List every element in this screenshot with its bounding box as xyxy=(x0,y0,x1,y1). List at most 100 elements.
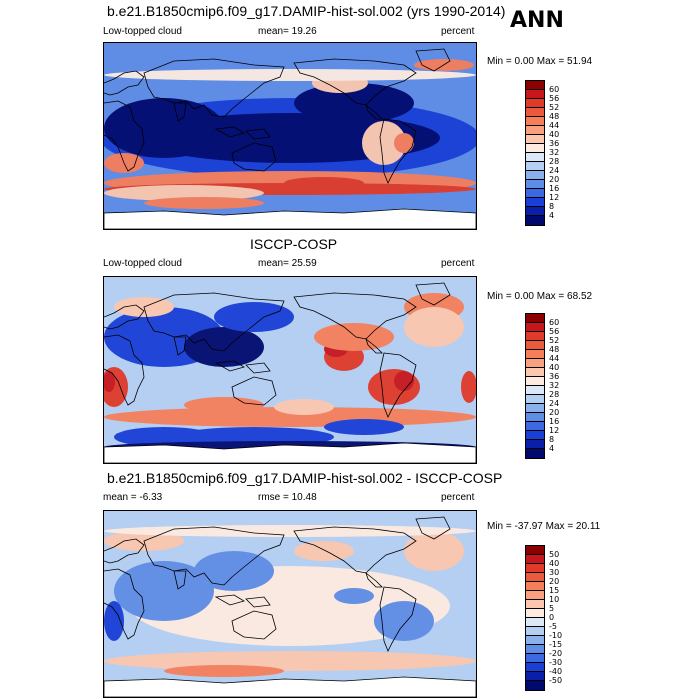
colorbar-swatch xyxy=(526,341,544,350)
colorbar-swatch xyxy=(526,672,544,681)
colorbar-tick-label: 15 xyxy=(549,586,560,595)
colorbar-swatch xyxy=(526,449,544,458)
colorbar-swatch xyxy=(526,198,544,207)
colorbar-swatch xyxy=(526,117,544,126)
colorbar-tick-label: 5 xyxy=(549,604,555,613)
colorbar-swatch xyxy=(526,171,544,180)
colorbar-swatch xyxy=(526,395,544,404)
colorbar-tick-label: 36 xyxy=(549,139,560,148)
colorbar-swatch xyxy=(526,368,544,377)
colorbar-tick-label: 28 xyxy=(549,157,560,166)
panel-2-units: percent xyxy=(441,258,475,269)
colorbar-swatch xyxy=(526,332,544,341)
colorbar-tick-label: 60 xyxy=(549,318,560,327)
colorbar-swatch xyxy=(526,99,544,108)
colorbar-tick-label: 30 xyxy=(549,568,560,577)
colorbar-swatch xyxy=(526,216,544,225)
colorbar-swatch xyxy=(526,350,544,359)
colorbar-swatch xyxy=(526,153,544,162)
colorbar-swatch xyxy=(526,555,544,564)
colorbar-tick-label: -5 xyxy=(549,622,557,631)
panel-1-colorbar xyxy=(525,80,545,226)
colorbar-tick-label: 0 xyxy=(549,613,555,622)
colorbar-tick-label: 24 xyxy=(549,166,560,175)
colorbar-tick-label: -10 xyxy=(549,631,563,640)
colorbar-swatch xyxy=(526,440,544,449)
colorbar-swatch xyxy=(526,386,544,395)
colorbar-tick-label: 16 xyxy=(549,417,560,426)
colorbar-tick-label: 32 xyxy=(549,381,560,390)
colorbar-tick-label: -20 xyxy=(549,649,563,658)
colorbar-swatch xyxy=(526,591,544,600)
colorbar-swatch xyxy=(526,207,544,216)
panel-2-variable-label: Low-topped cloud xyxy=(103,258,182,269)
colorbar-swatch xyxy=(526,377,544,386)
colorbar-swatch xyxy=(526,618,544,627)
panel-3-map xyxy=(103,510,477,698)
panel-1-variable-label: Low-topped cloud xyxy=(103,26,182,37)
colorbar-tick-label: 48 xyxy=(549,345,560,354)
colorbar-swatch xyxy=(526,413,544,422)
colorbar-tick-label: 24 xyxy=(549,399,560,408)
panel-3-minmax: Min = -37.97 Max = 20.11 xyxy=(487,521,601,532)
colorbar-swatch xyxy=(526,135,544,144)
colorbar-tick-label: 12 xyxy=(549,193,560,202)
panel-3-map-plot xyxy=(104,511,476,697)
colorbar-tick-label: 44 xyxy=(549,121,560,130)
panel-3-mean: mean = -6.33 xyxy=(103,492,163,503)
panel-1-minmax: Min = 0.00 Max = 51.94 xyxy=(487,56,593,67)
colorbar-swatch xyxy=(526,582,544,591)
colorbar-tick-label: 10 xyxy=(549,595,560,604)
colorbar-tick-label: 4 xyxy=(549,444,555,453)
colorbar-tick-label: 44 xyxy=(549,354,560,363)
panel-1-map-plot xyxy=(104,43,476,229)
colorbar-swatch xyxy=(526,180,544,189)
colorbar-tick-label: 20 xyxy=(549,577,560,586)
colorbar-swatch xyxy=(526,314,544,323)
panel-3-colorbar xyxy=(525,545,545,691)
colorbar-tick-label: 20 xyxy=(549,408,560,417)
colorbar-tick-label: 16 xyxy=(549,184,560,193)
season-label: ANN xyxy=(510,8,564,33)
panel-1-units: percent xyxy=(441,26,475,37)
colorbar-swatch xyxy=(526,573,544,582)
colorbar-swatch xyxy=(526,663,544,672)
colorbar-tick-label: -30 xyxy=(549,658,563,667)
colorbar-tick-label: 28 xyxy=(549,390,560,399)
colorbar-swatch xyxy=(526,126,544,135)
colorbar-tick-label: 52 xyxy=(549,103,560,112)
colorbar-tick-label: 32 xyxy=(549,148,560,157)
colorbar-tick-label: 4 xyxy=(549,211,555,220)
colorbar-swatch xyxy=(526,81,544,90)
colorbar-swatch xyxy=(526,600,544,609)
colorbar-swatch xyxy=(526,108,544,117)
colorbar-tick-label: -15 xyxy=(549,640,563,649)
panel-3-title: b.e21.B1850cmip6.f09_g17.DAMIP-hist-sol.… xyxy=(107,470,503,486)
colorbar-swatch xyxy=(526,564,544,573)
colorbar-tick-label: -40 xyxy=(549,667,563,676)
colorbar-swatch xyxy=(526,627,544,636)
colorbar-tick-label: 8 xyxy=(549,435,555,444)
panel-2-colorbar xyxy=(525,313,545,459)
colorbar-swatch xyxy=(526,404,544,413)
panel-2-title: ISCCP-COSP xyxy=(250,236,338,252)
panel-3-rmse: rmse = 10.48 xyxy=(258,492,317,503)
colorbar-swatch xyxy=(526,90,544,99)
colorbar-swatch xyxy=(526,422,544,431)
colorbar-swatch xyxy=(526,323,544,332)
colorbar-tick-label: 60 xyxy=(549,85,560,94)
colorbar-swatch xyxy=(526,144,544,153)
panel-2-mean: mean= 25.59 xyxy=(258,258,317,269)
colorbar-swatch xyxy=(526,681,544,690)
colorbar-swatch xyxy=(526,636,544,645)
panel-1-title: b.e21.B1850cmip6.f09_g17.DAMIP-hist-sol.… xyxy=(107,3,506,19)
colorbar-swatch xyxy=(526,609,544,618)
colorbar-swatch xyxy=(526,189,544,198)
colorbar-tick-label: 36 xyxy=(549,372,560,381)
colorbar-tick-label: 52 xyxy=(549,336,560,345)
colorbar-tick-label: 56 xyxy=(549,94,560,103)
colorbar-swatch xyxy=(526,359,544,368)
panel-2-minmax: Min = 0.00 Max = 68.52 xyxy=(487,291,593,302)
colorbar-tick-label: 40 xyxy=(549,559,560,568)
colorbar-swatch xyxy=(526,431,544,440)
